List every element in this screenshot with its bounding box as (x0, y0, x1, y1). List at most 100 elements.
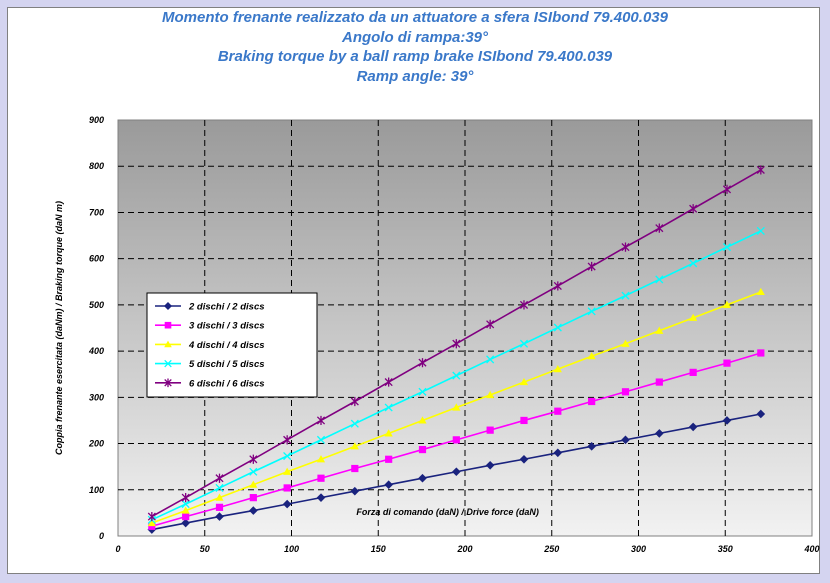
legend-marker (164, 359, 172, 368)
data-point (553, 281, 562, 291)
title-line-2: Angolo di rampa:39° (341, 28, 488, 46)
data-point (282, 499, 292, 509)
data-point (655, 223, 664, 233)
data-point (452, 371, 461, 380)
data-point (181, 506, 190, 514)
data-point (723, 359, 731, 367)
data-point (587, 261, 596, 272)
data-point (215, 512, 224, 521)
series-group (147, 165, 766, 534)
data-point (147, 511, 156, 522)
data-point (215, 473, 224, 483)
data-point (148, 522, 156, 530)
data-point (722, 243, 732, 252)
legend-marker (164, 321, 172, 329)
data-point (182, 512, 190, 521)
data-point (655, 429, 664, 438)
data-point (655, 275, 664, 284)
data-point (215, 503, 224, 511)
y-tick-label: 300 (89, 392, 104, 402)
data-point (181, 518, 190, 528)
data-point (316, 455, 326, 463)
y-tick-label: 600 (89, 254, 104, 264)
y-tick-label: 900 (89, 115, 104, 125)
legend-label: 5 dischi / 5 discs (189, 359, 265, 370)
x-tick-label: 200 (456, 544, 472, 554)
series-5 (147, 165, 765, 522)
data-point (384, 377, 393, 387)
data-point (316, 415, 326, 426)
legend-item: 2 dischi / 2 discs (155, 302, 265, 313)
legend-item: 3 dischi / 3 discs (155, 321, 265, 332)
data-point (756, 226, 765, 235)
series-3 (147, 287, 765, 527)
data-point (350, 396, 359, 407)
data-point (215, 483, 224, 492)
data-point (688, 422, 698, 432)
x-tick-label: 400 (803, 544, 819, 554)
data-point (587, 307, 596, 316)
data-point (689, 313, 698, 321)
x-tick-label: 250 (543, 544, 559, 554)
data-point (249, 467, 258, 476)
data-point (249, 480, 258, 488)
data-point (316, 493, 326, 502)
data-point (722, 184, 732, 194)
data-point (418, 473, 427, 483)
data-point (384, 480, 393, 490)
series-1 (147, 409, 766, 534)
data-point (519, 339, 529, 348)
data-point (486, 426, 494, 434)
chart-title: Momento frenante realizzato da un attuat… (0, 8, 830, 86)
data-point (655, 378, 663, 386)
legend-item: 4 dischi / 4 discs (155, 340, 265, 351)
data-point (486, 319, 495, 329)
data-point (418, 358, 427, 368)
data-point (418, 416, 427, 424)
y-tick-label: 500 (89, 300, 104, 310)
x-tick-label: 0 (115, 544, 120, 554)
data-point (621, 291, 630, 300)
data-point (621, 388, 630, 396)
legend-label: 4 dischi / 4 discs (188, 340, 265, 351)
y-tick-label: 0 (99, 531, 104, 541)
data-point (350, 486, 360, 496)
data-point (147, 518, 156, 527)
y-tick-labels: 0 100 200 300 400 500 600 700 800 900 (88, 115, 104, 541)
data-point (519, 377, 529, 386)
data-point (621, 339, 630, 347)
legend-item: 5 dischi / 5 discs (155, 359, 265, 370)
data-point (553, 323, 562, 332)
data-point (689, 368, 697, 376)
y-axis-label: Coppia frenante esercitata (daNm) / Brak… (54, 201, 64, 455)
data-point (452, 339, 461, 349)
data-point (317, 474, 325, 482)
y-tick-label: 400 (88, 346, 104, 356)
title-line-1: Momento frenante realizzato da un attuat… (162, 9, 668, 26)
data-point (350, 419, 359, 428)
data-point (554, 407, 562, 415)
data-point (689, 259, 698, 268)
x-tick-label: 100 (284, 544, 299, 554)
data-point (351, 464, 359, 473)
title-line-4: Ramp angle: 39° (356, 67, 474, 85)
legend-label: 6 dischi / 6 discs (189, 378, 265, 389)
y-tick-label: 800 (89, 161, 104, 171)
legend-item: 6 dischi / 6 discs (155, 378, 265, 389)
data-point (756, 409, 766, 419)
data-point (452, 403, 461, 411)
data-point (452, 467, 461, 477)
data-point (520, 416, 528, 425)
y-tick-label: 200 (88, 439, 104, 449)
legend-marker (164, 340, 172, 348)
x-tick-label: 350 (718, 544, 733, 554)
data-point (418, 387, 427, 396)
data-point (384, 403, 393, 412)
data-point (756, 165, 765, 175)
data-point (181, 500, 190, 509)
data-point (621, 435, 630, 445)
data-point (587, 352, 596, 360)
series-2 (148, 349, 765, 530)
data-point (621, 242, 630, 252)
